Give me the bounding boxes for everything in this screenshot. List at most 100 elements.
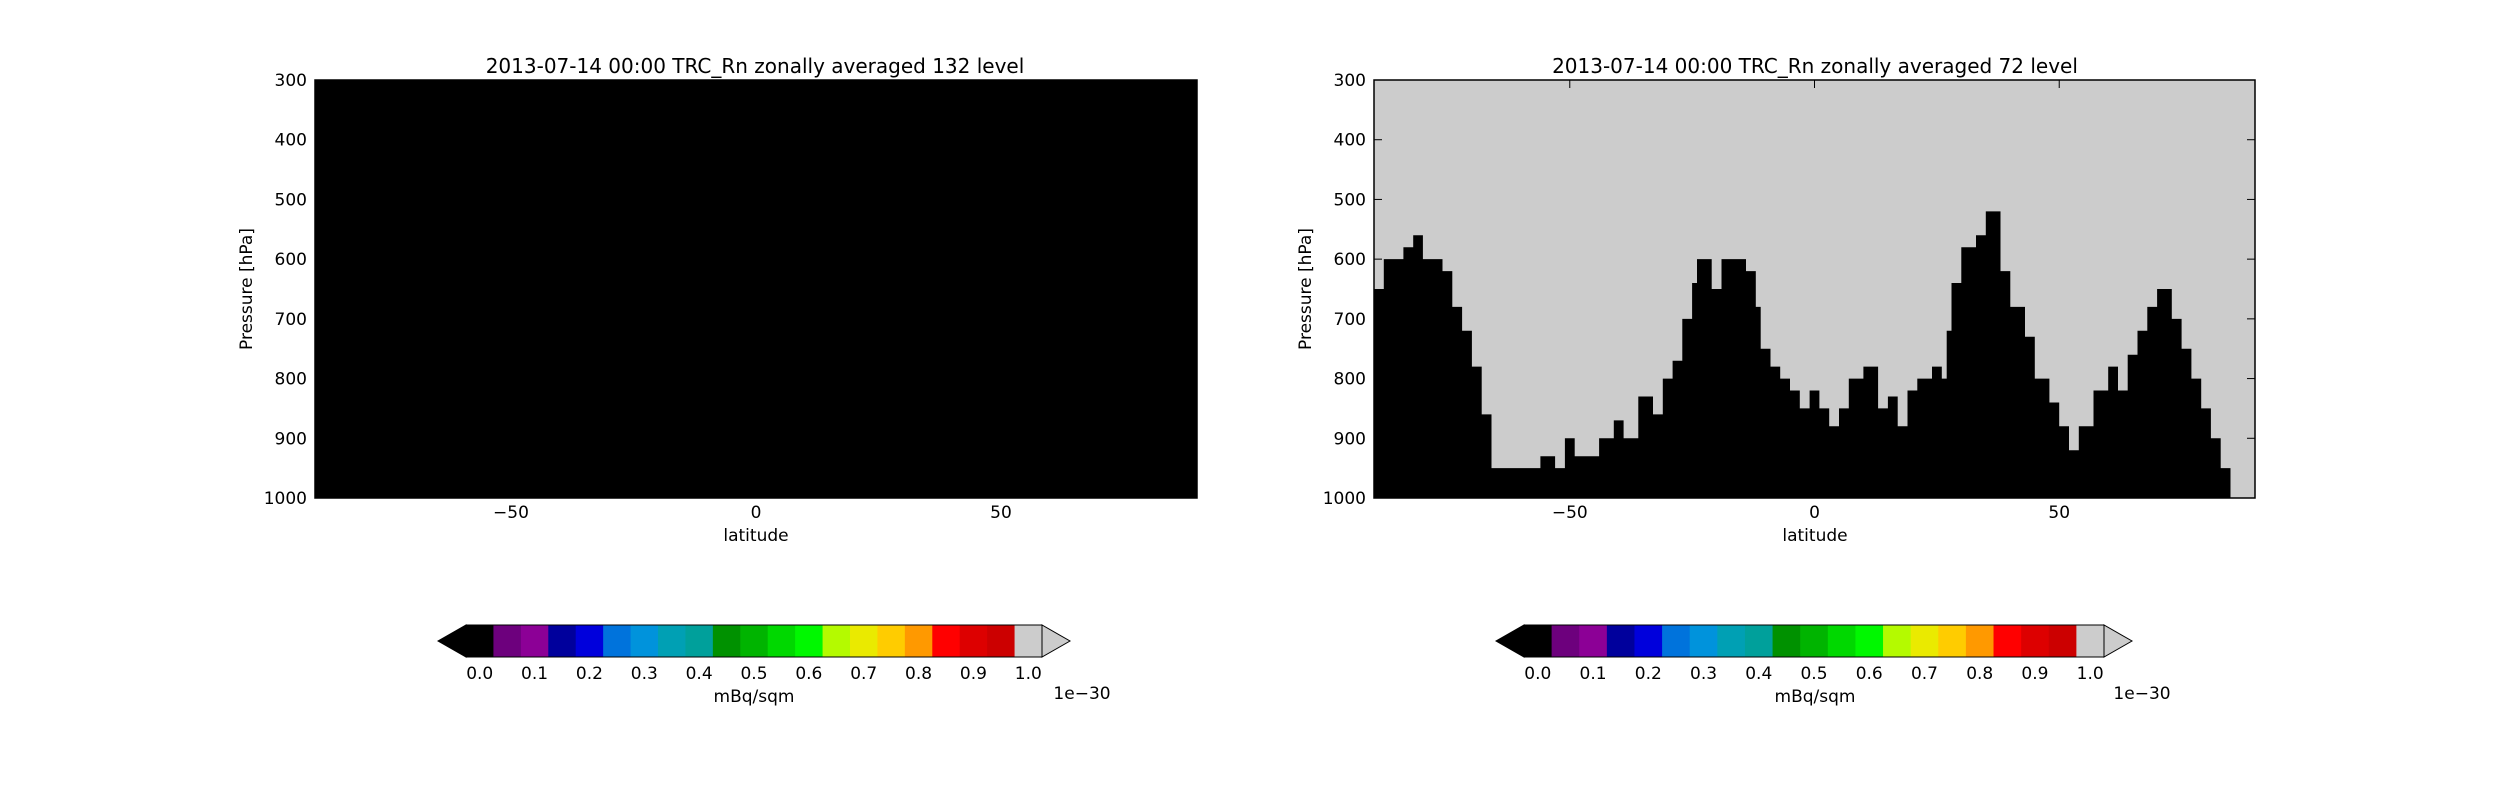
colorbar-cell xyxy=(1965,625,1995,657)
chart-2-colorbar-label: mBq/sqm xyxy=(1775,687,1856,707)
colorbar-tick-label: 0.1 xyxy=(1580,664,1607,684)
y-tick-label: 500 xyxy=(1334,190,1366,210)
colorbar-cell xyxy=(1910,625,1939,657)
y-tick-label: 400 xyxy=(275,131,307,151)
colorbar-tick-label: 0.1 xyxy=(521,664,548,684)
colorbar-cell xyxy=(548,625,577,657)
colorbar-tick-label: 0.6 xyxy=(795,664,822,684)
colorbar-tick-label: 0.5 xyxy=(1800,664,1827,684)
colorbar-cell xyxy=(904,625,933,657)
colorbar-cell xyxy=(1772,625,1801,657)
x-tick-label: 50 xyxy=(2048,503,2070,523)
chart-2-colorbar-cells xyxy=(1494,624,2134,658)
colorbar-cell xyxy=(712,625,741,657)
x-tick-label: 0 xyxy=(1809,503,1820,523)
colorbar-cell xyxy=(1606,625,1635,657)
colorbar-tick-label: 0.4 xyxy=(686,664,713,684)
colorbar-tick-label: 0.0 xyxy=(1524,664,1551,684)
chart-1-x-axis-label: latitude xyxy=(723,526,788,546)
colorbar-cell xyxy=(740,625,769,657)
colorbar-cell xyxy=(685,625,714,657)
chart-2-y-tick-labels: 300 400 500 600 700 800 900 1000 xyxy=(1323,71,2255,509)
y-tick-label: 500 xyxy=(275,190,307,210)
chart-panel-1: 2013-07-14 00:00 TRC_Rn zonally averaged… xyxy=(237,54,1198,707)
colorbar-cell xyxy=(822,625,851,657)
chart-1-low-value-region xyxy=(315,80,1197,498)
y-tick-label: 1000 xyxy=(1323,489,1366,509)
chart-panel-2: 2013-07-14 00:00 TRC_Rn zonally averaged… xyxy=(1296,54,2256,707)
colorbar-tick-label: 0.9 xyxy=(960,664,987,684)
colorbar-tick-label: 0.6 xyxy=(1856,664,1883,684)
chart-1-colorbar-scale: 1e−30 xyxy=(1053,684,1110,704)
colorbar-tick-label: 0.2 xyxy=(576,664,603,684)
colorbar-cell xyxy=(1744,625,1774,657)
colorbar-tick-label: 0.2 xyxy=(1635,664,1662,684)
chart-2-y-axis: 300 400 500 600 700 800 900 1000 Pressure [hPa] xyxy=(1296,71,2255,509)
colorbar-cell xyxy=(658,625,686,657)
colorbar-cell xyxy=(1634,625,1663,657)
chart-2-colorbar: 0.0 0.1 0.2 0.3 0.4 0.5 0.6 0.7 0.8 0.9 1.0 mBq/sq… xyxy=(1494,624,2171,707)
colorbar-tick-label: 0.7 xyxy=(850,664,877,684)
y-tick-label: 600 xyxy=(1334,250,1366,270)
colorbar-cell xyxy=(795,625,824,657)
chart-2-colorbar-scale: 1e−30 xyxy=(2113,684,2170,704)
colorbar-cell xyxy=(630,625,659,657)
colorbar-cell xyxy=(1717,625,1746,657)
colorbar-cell xyxy=(1551,625,1580,657)
colorbar-tick-label: 0.0 xyxy=(466,664,493,684)
colorbar-tick-label: 1.0 xyxy=(1015,664,1042,684)
colorbar-cell xyxy=(1855,625,1884,657)
colorbar-tick-label: 1.0 xyxy=(2077,664,2104,684)
y-tick-label: 900 xyxy=(275,429,307,449)
chart-1-colorbar-tick-labels: 0.0 0.1 0.2 0.3 0.4 0.5 0.6 0.7 0.8 0.9 1.0 xyxy=(466,664,1042,684)
y-tick-label: 1000 xyxy=(264,489,307,509)
chart-1-x-axis: −50 0 50 latitude xyxy=(493,80,1012,546)
colorbar-cell xyxy=(1689,625,1718,657)
x-tick-label: −50 xyxy=(493,503,529,523)
chart-2-colorbar-tick-labels: 0.0 0.1 0.2 0.3 0.4 0.5 0.6 0.7 0.8 0.9 1.0 xyxy=(1524,664,2103,684)
colorbar-cell xyxy=(466,625,494,657)
colorbar-cell xyxy=(2048,625,2077,657)
colorbar-cell xyxy=(2021,625,2050,657)
colorbar-cell xyxy=(1579,625,1608,657)
y-tick-label: 700 xyxy=(275,310,307,330)
colorbar-cell xyxy=(1524,625,1553,657)
y-tick-label: 900 xyxy=(1334,429,1366,449)
colorbar-tick-label: 0.8 xyxy=(1966,664,1993,684)
colorbar-tick-label: 0.7 xyxy=(1911,664,1938,684)
chart-1-y-axis-label: Pressure [hPa] xyxy=(237,228,257,350)
colorbar-frame xyxy=(1523,624,2105,658)
x-tick-label: 50 xyxy=(990,503,1012,523)
chart-2-x-axis-label: latitude xyxy=(1782,526,1847,546)
colorbar-cell xyxy=(1800,625,1829,657)
x-tick-label: 0 xyxy=(751,503,762,523)
chart-2-title: 2013-07-14 00:00 TRC_Rn zonally averaged… xyxy=(1552,54,2078,78)
colorbar-cell xyxy=(850,625,878,657)
y-tick-label: 300 xyxy=(275,71,307,91)
colorbar-tick-label: 0.5 xyxy=(740,664,767,684)
chart-1-colorbar-label: mBq/sqm xyxy=(714,687,795,707)
colorbar-cell xyxy=(767,625,796,657)
chart-2-y-axis-label: Pressure [hPa] xyxy=(1296,228,1316,350)
colorbar-tick-label: 0.8 xyxy=(905,664,932,684)
chart-1-y-axis: 300 400 500 600 700 800 900 1000 Pressure [hPa] xyxy=(237,71,1197,509)
chart-1-y-tick-labels: 300 400 500 600 700 800 900 1000 xyxy=(264,71,1197,509)
colorbar-cell xyxy=(1014,625,1043,657)
colorbar-cell xyxy=(932,625,961,657)
colorbar-tick-label: 0.4 xyxy=(1745,664,1772,684)
colorbar-tick-label: 0.3 xyxy=(631,664,658,684)
y-tick-label: 300 xyxy=(1334,71,1366,91)
colorbar-tick-label: 0.3 xyxy=(1690,664,1717,684)
chart-1-colorbar: 0.0 0.1 0.2 0.3 0.4 0.5 0.6 0.7 0.8 0.9 1.0 mBq/sq… xyxy=(436,624,1111,707)
colorbar-cell xyxy=(2076,625,2105,657)
colorbar-cell xyxy=(877,625,906,657)
y-tick-label: 800 xyxy=(1334,370,1366,390)
chart-2-x-axis: −50 0 50 latitude xyxy=(1552,80,2070,546)
y-tick-label: 700 xyxy=(1334,310,1366,330)
colorbar-tick-label: 0.9 xyxy=(2021,664,2048,684)
colorbar-cell xyxy=(1883,625,1912,657)
chart-2-low-value-region xyxy=(1374,211,2231,498)
colorbar-cell xyxy=(575,625,604,657)
colorbar-frame xyxy=(465,624,1043,658)
